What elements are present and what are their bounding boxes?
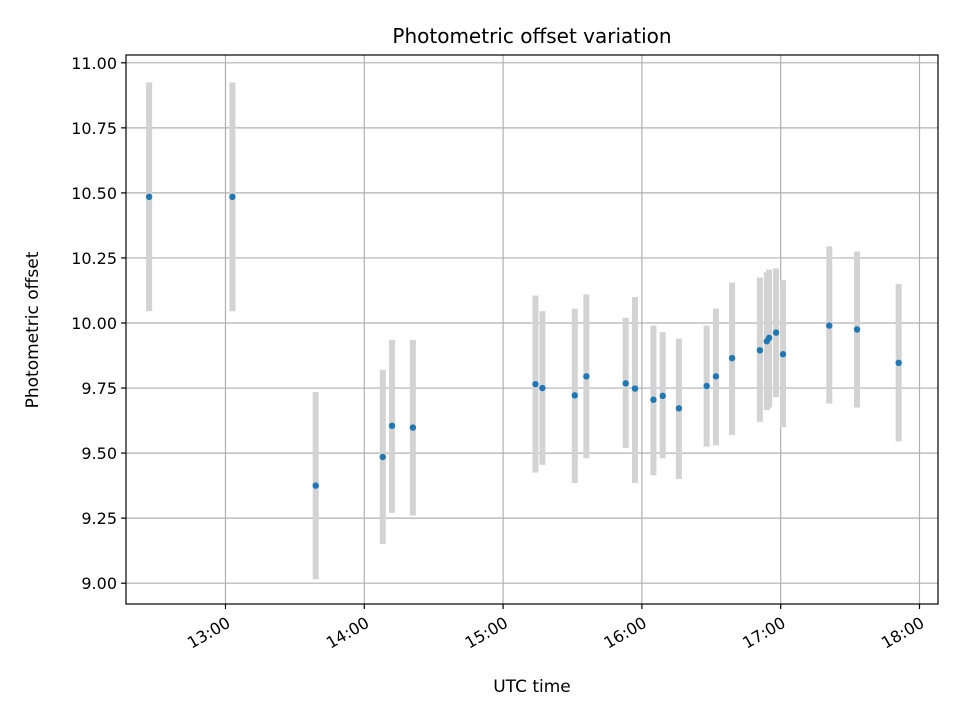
y-tick-label: 10.00: [71, 314, 117, 333]
data-points: [145, 193, 902, 489]
data-point: [539, 384, 546, 392]
y-tick-label: 11.00: [71, 54, 117, 73]
data-point: [650, 396, 657, 403]
y-axis-label: Photometric offset: [23, 251, 43, 408]
data-point: [583, 373, 590, 380]
data-point: [379, 453, 386, 461]
x-axis-label: UTC time: [493, 677, 571, 697]
data-point: [388, 422, 396, 429]
data-point: [772, 329, 780, 336]
y-tick-label: 9.75: [81, 379, 117, 398]
y-tick-label: 10.75: [71, 119, 117, 138]
data-point: [409, 424, 417, 431]
y-axis-ticks: 9.00 9.25 9.50 9.75 10.00 10.25 10.50 10.75 11.0…: [71, 54, 126, 593]
data-point: [826, 322, 833, 329]
data-point: [779, 351, 787, 358]
y-tick-label: 10.50: [71, 184, 117, 203]
data-point: [622, 380, 629, 387]
data-point: [703, 382, 710, 390]
y-tick-label: 10.25: [71, 249, 117, 268]
data-point: [229, 193, 236, 201]
plot-frame: [125, 54, 939, 605]
data-point: [756, 347, 764, 354]
y-tick-label: 9.25: [81, 509, 117, 528]
data-point: [631, 385, 639, 392]
chart-title: Photometric offset variation: [392, 24, 671, 48]
data-point: [145, 193, 153, 201]
data-point: [765, 334, 773, 342]
data-point: [712, 373, 720, 380]
y-tick-label: 9.50: [81, 444, 117, 463]
data-point: [312, 482, 319, 489]
data-point: [571, 392, 578, 399]
data-point: [728, 354, 736, 362]
data-point: [853, 326, 861, 333]
y-tick-label: 9.00: [81, 574, 117, 593]
data-point: [659, 392, 666, 400]
data-point: [532, 380, 539, 388]
data-point: [675, 405, 683, 412]
data-point: [895, 359, 902, 367]
